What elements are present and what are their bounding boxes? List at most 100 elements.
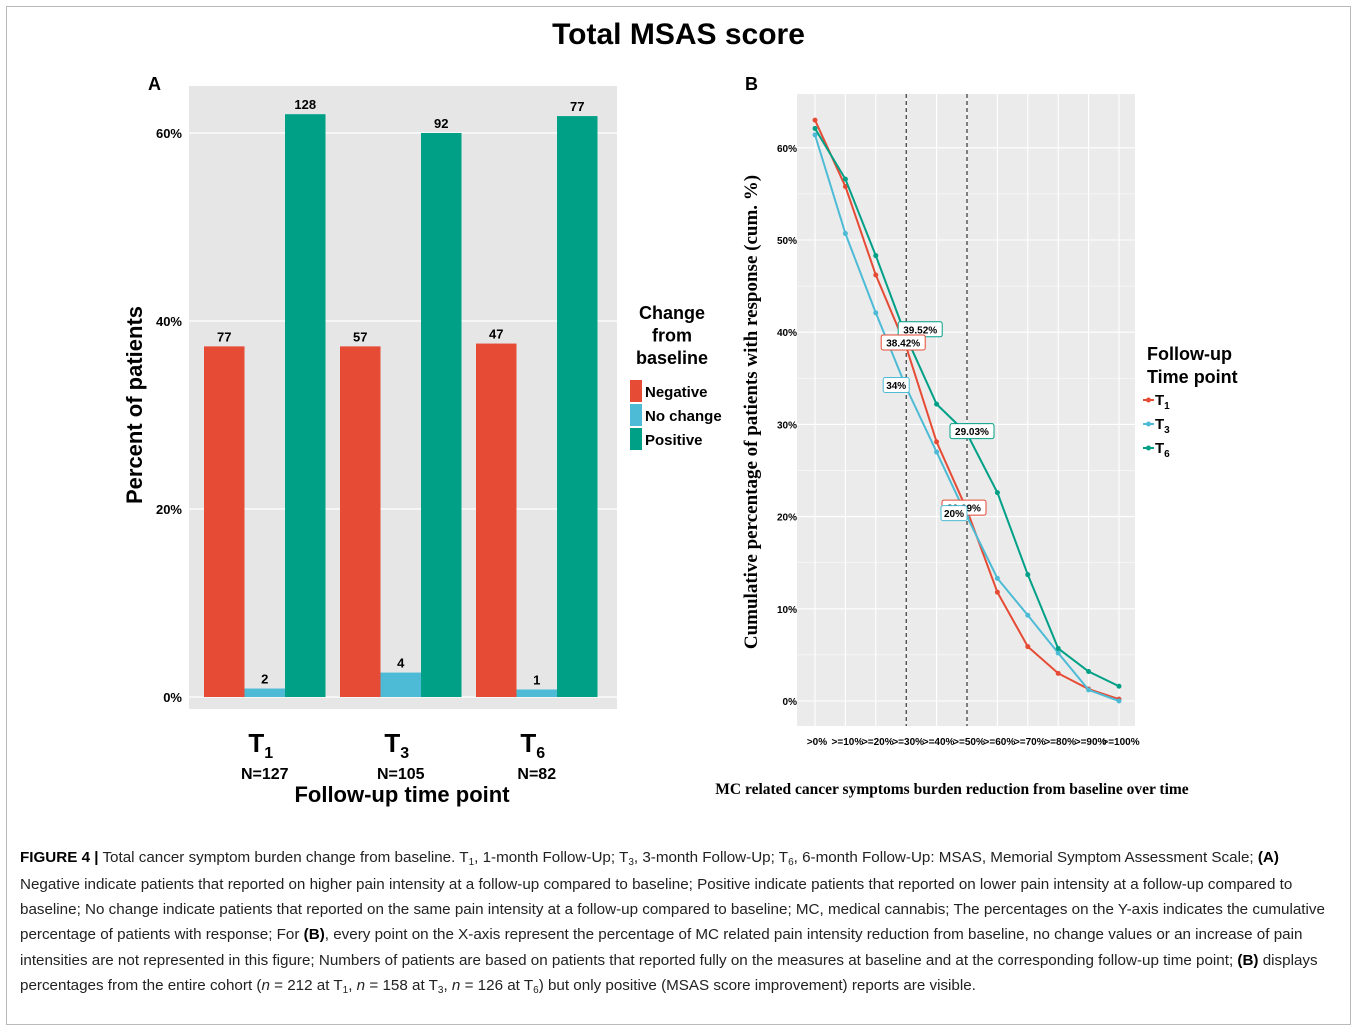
bar-data-label: 128: [294, 97, 316, 112]
panel-b-annotation-label: 38.42%: [886, 338, 920, 349]
panel-b-reference-lines: [905, 94, 968, 726]
panel-a-x-tick-n: N=127: [241, 766, 289, 783]
series-point-t1: [934, 439, 940, 445]
panel-a-legend-swatch: [630, 380, 642, 402]
figure-caption: FIGURE 4 | Total cancer symptom burden c…: [20, 845, 1340, 1000]
series-point-t1: [994, 589, 1000, 595]
panel-a-y-tick-label: 40%: [156, 314, 182, 329]
panel-b-plot-background: [797, 94, 1135, 726]
bar-negative-t1: [204, 346, 245, 697]
caption-text: Total cancer symptom burden change from …: [20, 849, 1325, 997]
panel-b: B 39.52%38.42%34%29.03%20.69%20% 0%10%20…: [715, 74, 1237, 798]
series-point-t6: [934, 401, 940, 407]
panel-b-y-tick-label: 40%: [777, 328, 797, 339]
panel-b-legend-swatch: [1146, 421, 1151, 427]
panel-b-gridlines: [797, 94, 1135, 726]
panel-a-y-axis-label: Percent of patients: [122, 306, 147, 504]
bar-data-label: 57: [353, 329, 367, 344]
figure-title: Total MSAS score: [552, 18, 805, 51]
series-point-t1: [873, 272, 879, 278]
panel-b-legend-label: T3: [1155, 416, 1170, 436]
bar-no-change-t3: [380, 672, 421, 697]
series-point-t3: [1116, 698, 1122, 704]
panel-b-y-tick-label: 60%: [777, 144, 797, 155]
series-point-t6: [1025, 572, 1031, 578]
panel-b-legend-swatch: [1146, 397, 1151, 403]
bar-data-label: 4: [397, 656, 405, 671]
series-point-t1: [812, 117, 818, 123]
bar-no-change-t6: [516, 689, 557, 697]
panel-b-annotation-label: 34%: [886, 381, 906, 392]
panel-b-y-tick-label: 0%: [783, 697, 798, 708]
panel-b-legend-title: Time point: [1147, 367, 1238, 387]
series-point-t1: [842, 184, 848, 190]
panel-b-x-tick-label: >0%: [807, 737, 827, 748]
bar-no-change-t1: [244, 688, 285, 697]
panel-b-y-tick-label: 30%: [777, 420, 797, 431]
series-point-t3: [842, 231, 848, 237]
series-point-t3: [994, 575, 1000, 581]
panel-b-legend: Follow-up Time point T1 T3 T6: [1143, 344, 1238, 460]
panel-b-x-tick-label: >=10%: [832, 737, 864, 748]
panel-b-legend-label: T1: [1155, 392, 1170, 412]
panel-b-x-tick-label: >=60%: [984, 737, 1016, 748]
panel-b-y-ticks: 0% 10% 20% 30% 40% 50% 60%: [777, 144, 797, 708]
panel-b-annotation-box: [880, 334, 926, 351]
series-point-t3: [873, 310, 879, 316]
panel-a-y-tick-label: 60%: [156, 126, 182, 141]
panel-a-y-tick-label: 0%: [163, 690, 182, 705]
panel-a-x-tick-label: T6: [520, 728, 545, 762]
panel-b-y-tick-label: 10%: [777, 605, 797, 616]
panel-b-y-axis-label: Cumulative percentage of patients with r…: [741, 175, 762, 649]
series-point-t6: [1055, 645, 1061, 651]
bar-data-label: 77: [217, 329, 231, 344]
series-point-t6: [1116, 683, 1122, 689]
bar-data-label: 47: [489, 327, 503, 342]
bar-positive-t6: [557, 116, 598, 697]
panel-b-legend-title: Follow-up: [1147, 344, 1232, 364]
panel-b-legend-swatch: [1146, 445, 1151, 451]
bar-negative-t6: [476, 343, 517, 697]
panel-b-x-axis-label: MC related cancer symptoms burden reduct…: [715, 781, 1189, 798]
panel-b-x-tick-label: >=20%: [862, 737, 894, 748]
panel-b-x-ticks: >0% >=10%>=20%>=30%>=40%>=50%>=60%>=70%>=…: [807, 737, 1140, 748]
panel-a-legend-title: baseline: [636, 348, 708, 368]
series-point-t3: [934, 449, 940, 455]
panel-b-x-tick-label: >=100%: [1102, 737, 1139, 748]
panel-a-legend-label: Negative: [645, 384, 708, 401]
series-point-t1: [1055, 670, 1061, 676]
series-point-t3: [812, 132, 818, 138]
panel-a-legend-label: Positive: [645, 432, 703, 449]
bar-positive-t3: [421, 133, 462, 697]
panel-b-annotation-label: 39.52%: [903, 325, 937, 336]
panel-b-annotation-box: [949, 423, 995, 440]
panel-b-x-tick-label: >=70%: [1014, 737, 1046, 748]
caption-figure-label: FIGURE 4 |: [20, 849, 99, 866]
series-point-t6: [994, 490, 1000, 496]
panel-b-annotation-box: [882, 377, 910, 394]
panel-b-annotation-box: [940, 505, 968, 522]
figure-frame: [6, 6, 1351, 1025]
series-point-t6: [812, 125, 818, 131]
panel-a-x-tick-n: N=82: [517, 766, 556, 783]
bar-data-label: 77: [570, 99, 584, 114]
panel-a-legend-label: No change: [645, 408, 722, 425]
panel-b-y-tick-label: 20%: [777, 513, 797, 524]
bar-positive-t1: [285, 114, 326, 697]
panel-b-x-tick-label: >=40%: [923, 737, 955, 748]
panel-b-y-tick-label: 50%: [777, 236, 797, 247]
bar-data-label: 1: [533, 672, 540, 687]
panel-b-x-tick-label: >=50%: [953, 737, 985, 748]
panel-b-label: B: [745, 74, 758, 94]
panel-a-label: A: [148, 74, 161, 94]
series-point-t3: [1025, 612, 1031, 618]
panel-a-x-axis-label: Follow-up time point: [294, 782, 510, 807]
series-point-t6: [1086, 668, 1092, 674]
series-point-t1: [1025, 644, 1031, 650]
panel-a-x-tick-label: T1: [248, 728, 273, 762]
panel-b-x-tick-label: >=90%: [1075, 737, 1107, 748]
